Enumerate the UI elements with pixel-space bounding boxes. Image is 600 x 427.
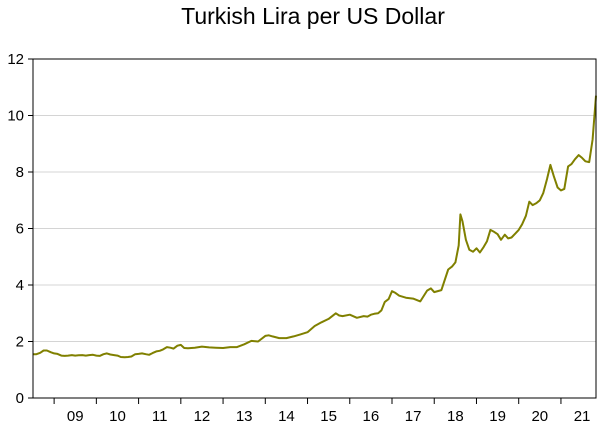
y-tick-label: 2 xyxy=(16,334,24,351)
axes: 0 2 4 6 8 10 12 09 10 11 12 13 14 15 16 17 18 19 20 21 xyxy=(7,51,590,425)
x-tick-label: 14 xyxy=(278,408,295,425)
x-tick-label: 12 xyxy=(194,408,211,425)
chart-title: Turkish Lira per US Dollar xyxy=(181,3,445,29)
x-tick-label: 20 xyxy=(531,408,548,425)
y-tick-label: 4 xyxy=(16,277,24,294)
gridlines xyxy=(33,115,596,342)
y-tick-label: 12 xyxy=(7,51,24,68)
x-tick-label: 09 xyxy=(67,408,84,425)
x-tick-label: 13 xyxy=(236,408,253,425)
y-tick-label: 6 xyxy=(16,221,24,238)
x-tick-label: 19 xyxy=(489,408,506,425)
series-lines xyxy=(33,95,597,359)
y-tick-label: 0 xyxy=(16,390,24,407)
y-tick-label: 10 xyxy=(7,108,24,125)
x-tick-label: 18 xyxy=(447,408,464,425)
x-tick-label: 15 xyxy=(320,408,337,425)
x-tick-label: 16 xyxy=(363,408,380,425)
x-tick-label: 11 xyxy=(152,408,168,425)
y-tick-label: 8 xyxy=(16,164,24,181)
x-tick-label: 21 xyxy=(574,408,591,425)
series-line-0 xyxy=(33,95,597,359)
x-tick-label: 17 xyxy=(405,408,422,425)
x-tick-label: 10 xyxy=(109,408,126,425)
